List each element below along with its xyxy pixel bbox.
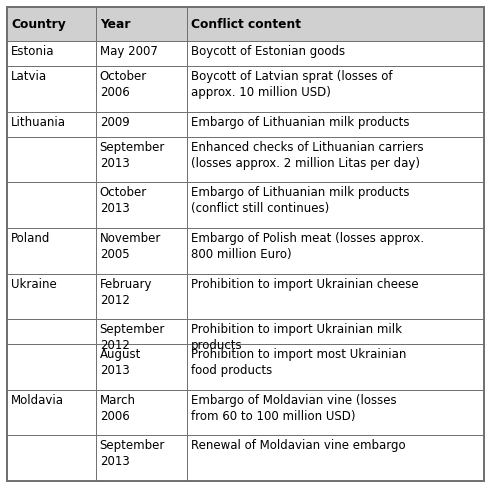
Text: Moldavia: Moldavia bbox=[11, 394, 64, 407]
Bar bbox=[187, 183, 484, 228]
Bar bbox=[96, 228, 187, 274]
Bar bbox=[187, 390, 484, 435]
Bar bbox=[187, 319, 484, 344]
Bar bbox=[7, 137, 96, 183]
Bar bbox=[187, 7, 484, 41]
Text: Embargo of Lithuanian milk products: Embargo of Lithuanian milk products bbox=[191, 116, 409, 129]
Text: May 2007: May 2007 bbox=[100, 45, 158, 58]
Text: Country: Country bbox=[11, 18, 66, 31]
Text: November
2005: November 2005 bbox=[100, 232, 161, 261]
Text: Conflict content: Conflict content bbox=[191, 18, 300, 31]
Bar bbox=[96, 7, 187, 41]
Bar bbox=[96, 274, 187, 319]
Bar bbox=[7, 66, 96, 112]
Text: Estonia: Estonia bbox=[11, 45, 55, 58]
Text: Enhanced checks of Lithuanian carriers
(losses approx. 2 million Litas per day): Enhanced checks of Lithuanian carriers (… bbox=[191, 141, 423, 170]
Text: Prohibition to import Ukrainian cheese: Prohibition to import Ukrainian cheese bbox=[191, 278, 418, 291]
Bar bbox=[187, 137, 484, 183]
Bar bbox=[7, 112, 96, 137]
Text: August
2013: August 2013 bbox=[100, 348, 141, 377]
Bar bbox=[7, 228, 96, 274]
Bar bbox=[187, 228, 484, 274]
Bar bbox=[96, 137, 187, 183]
Bar bbox=[96, 435, 187, 481]
Bar bbox=[7, 41, 96, 66]
Text: Ukraine: Ukraine bbox=[11, 278, 57, 291]
Bar bbox=[96, 112, 187, 137]
Text: Latvia: Latvia bbox=[11, 70, 47, 83]
Bar bbox=[96, 390, 187, 435]
Bar bbox=[187, 344, 484, 390]
Bar bbox=[7, 274, 96, 319]
Bar bbox=[7, 7, 96, 41]
Text: 2009: 2009 bbox=[100, 116, 130, 129]
Bar bbox=[96, 66, 187, 112]
Text: Embargo of Lithuanian milk products
(conflict still continues): Embargo of Lithuanian milk products (con… bbox=[191, 186, 409, 216]
Bar bbox=[96, 344, 187, 390]
Bar bbox=[187, 112, 484, 137]
Text: Prohibition to import most Ukrainian
food products: Prohibition to import most Ukrainian foo… bbox=[191, 348, 406, 377]
Text: October
2013: October 2013 bbox=[100, 186, 147, 216]
Bar bbox=[7, 319, 96, 344]
Text: September
2013: September 2013 bbox=[100, 141, 165, 170]
Bar bbox=[96, 183, 187, 228]
Bar bbox=[7, 435, 96, 481]
Text: Boycott of Latvian sprat (losses of
approx. 10 million USD): Boycott of Latvian sprat (losses of appr… bbox=[191, 70, 392, 99]
Bar bbox=[187, 274, 484, 319]
Text: Prohibition to import Ukrainian milk
products: Prohibition to import Ukrainian milk pro… bbox=[191, 323, 402, 352]
Bar bbox=[187, 435, 484, 481]
Text: March
2006: March 2006 bbox=[100, 394, 136, 423]
Text: Embargo of Moldavian vine (losses
from 60 to 100 million USD): Embargo of Moldavian vine (losses from 6… bbox=[191, 394, 396, 423]
Text: Poland: Poland bbox=[11, 232, 51, 245]
Text: Year: Year bbox=[100, 18, 130, 31]
Bar bbox=[187, 41, 484, 66]
Bar bbox=[96, 41, 187, 66]
Text: Renewal of Moldavian vine embargo: Renewal of Moldavian vine embargo bbox=[191, 439, 405, 452]
Bar bbox=[7, 390, 96, 435]
Text: September
2012: September 2012 bbox=[100, 323, 165, 352]
Text: October
2006: October 2006 bbox=[100, 70, 147, 99]
Text: Embargo of Polish meat (losses approx.
800 million Euro): Embargo of Polish meat (losses approx. 8… bbox=[191, 232, 424, 261]
Bar bbox=[187, 66, 484, 112]
Text: February
2012: February 2012 bbox=[100, 278, 152, 306]
Bar bbox=[7, 183, 96, 228]
Bar bbox=[96, 319, 187, 344]
Bar bbox=[7, 344, 96, 390]
Text: September
2013: September 2013 bbox=[100, 439, 165, 468]
Text: Lithuania: Lithuania bbox=[11, 116, 66, 129]
Text: Boycott of Estonian goods: Boycott of Estonian goods bbox=[191, 45, 345, 58]
